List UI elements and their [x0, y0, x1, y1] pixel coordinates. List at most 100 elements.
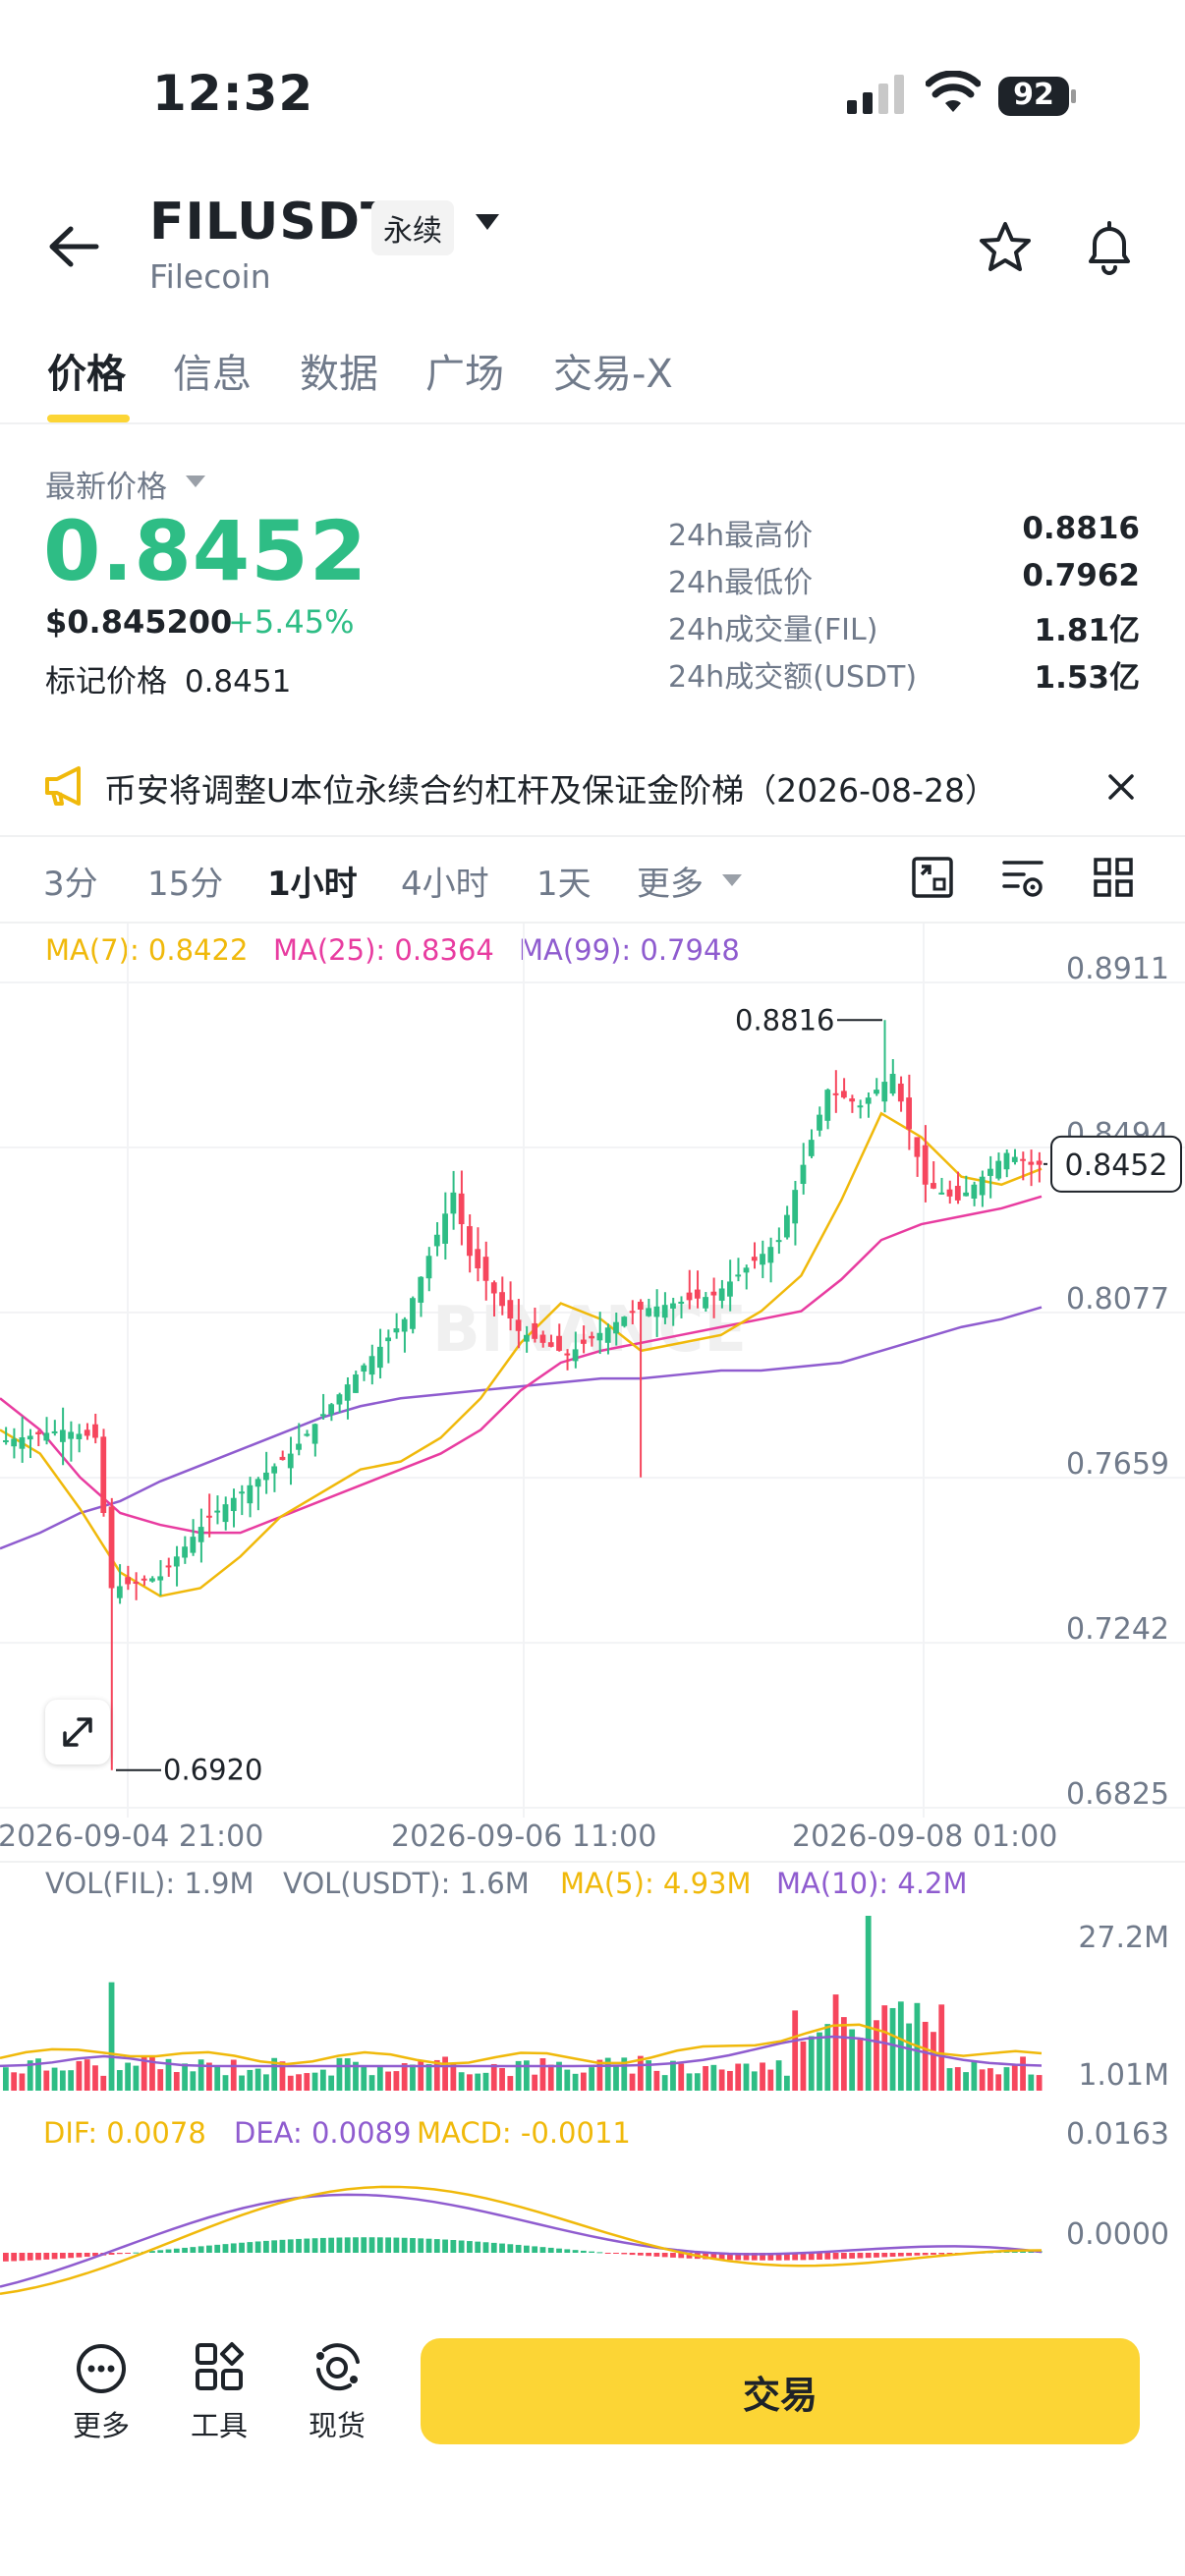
candle-body: [532, 1322, 538, 1339]
spot-label[interactable]: 现货: [309, 2409, 367, 2442]
candle-body: [589, 1335, 595, 1339]
interval-4h[interactable]: 4小时: [401, 865, 489, 904]
volume-bar: [3, 2067, 9, 2091]
volume-bar: [661, 2075, 668, 2091]
macd-bar: [467, 2241, 473, 2253]
grid-layout-icon[interactable]: [1091, 855, 1136, 900]
close-icon[interactable]: [1106, 772, 1136, 802]
volume-bar: [141, 2056, 147, 2091]
candlestick-chart[interactable]: BINANCE 0.89110.84940.80770.76590.72420.…: [0, 924, 1185, 1847]
candle-body: [889, 1074, 896, 1094]
macd-bar: [51, 2253, 58, 2260]
volume-bar: [100, 2075, 107, 2091]
macd-bar: [1003, 2251, 1010, 2253]
candle-body: [450, 1192, 457, 1214]
macd-bar: [767, 2253, 774, 2261]
candle-body: [385, 1337, 391, 1342]
candle-body: [988, 1168, 993, 1176]
volume-bar: [467, 2074, 473, 2091]
x-tick-1: 2026-09-04 21:00: [0, 1820, 264, 1854]
volume-bar: [59, 2070, 66, 2091]
interval-15m[interactable]: 15分: [147, 865, 224, 904]
candle-body: [499, 1292, 505, 1307]
interval-more-caret-icon[interactable]: [721, 872, 743, 888]
tab-square[interactable]: 广场: [425, 352, 504, 397]
candle-body: [621, 1316, 628, 1326]
volume-bar: [995, 2074, 1002, 2091]
vol-ma10-line: [0, 2035, 1043, 2068]
more-icon[interactable]: [75, 2342, 128, 2395]
candle-body: [182, 1546, 188, 1558]
interval-1d[interactable]: 1天: [536, 865, 592, 904]
volume-bar: [206, 2062, 212, 2091]
candle-body: [971, 1184, 978, 1199]
tab-price[interactable]: 价格: [47, 352, 126, 397]
interval-3m[interactable]: 3分: [43, 865, 98, 904]
volume-bar: [222, 2075, 229, 2091]
macd-bar: [547, 2247, 554, 2253]
candle-body: [59, 1429, 66, 1442]
macd-bar: [116, 2253, 123, 2255]
macd-bar: [727, 2253, 733, 2261]
tools-label[interactable]: 工具: [191, 2409, 249, 2442]
macd-bar: [922, 2253, 929, 2256]
candle-body: [458, 1193, 465, 1225]
candle-body: [490, 1282, 497, 1294]
volume-bar: [254, 2068, 261, 2091]
macd-y-tick-max: 0.0163: [1066, 2117, 1169, 2152]
tab-data[interactable]: 数据: [300, 352, 378, 397]
candle-body: [539, 1334, 546, 1343]
volume-bar: [865, 1916, 872, 2091]
alert-bell-icon[interactable]: [1081, 218, 1138, 277]
volume-bar: [596, 2059, 603, 2091]
tab-trade-x[interactable]: 交易-X: [553, 352, 673, 397]
latest-price-label[interactable]: 最新价格: [45, 470, 167, 505]
macd-bar: [499, 2243, 505, 2253]
favorite-star-icon[interactable]: [977, 220, 1034, 275]
macd-bar: [198, 2246, 204, 2253]
spot-icon[interactable]: [310, 2340, 364, 2393]
volume-chart[interactable]: 27.2M 1.01M: [0, 1906, 1185, 2102]
symbol-dropdown-caret-icon[interactable]: [474, 212, 501, 232]
more-label[interactable]: 更多: [73, 2409, 131, 2442]
candle-body: [141, 1578, 147, 1581]
announcement-text[interactable]: 币安将调整U本位永续合约杠杆及保证金阶梯（2026-08-28）: [104, 771, 997, 810]
volume-bar: [108, 1982, 115, 2091]
candle-body: [572, 1349, 579, 1362]
interval-more[interactable]: 更多: [637, 865, 704, 904]
fullscreen-button[interactable]: [45, 1700, 110, 1764]
volume-bar: [629, 2073, 636, 2091]
macd-y-tick-zero: 0.0000: [1066, 2217, 1169, 2252]
macd-chart[interactable]: 0.0163 0.0000: [0, 2102, 1185, 2305]
candle-body: [125, 1577, 131, 1585]
candle-body: [368, 1356, 375, 1375]
indicator-settings-icon[interactable]: [1000, 855, 1045, 900]
tools-icon[interactable]: [193, 2340, 246, 2393]
candle-body: [767, 1247, 774, 1263]
price-type-caret-icon[interactable]: [185, 474, 206, 489]
macd-bar: [524, 2245, 530, 2253]
macd-bar: [589, 2251, 595, 2253]
macd-bar: [165, 2249, 172, 2253]
symbol-title[interactable]: FILUSDT: [149, 193, 397, 252]
macd-bar: [686, 2253, 693, 2259]
chart-settings-icon[interactable]: [910, 855, 955, 900]
candle-body: [92, 1424, 98, 1438]
volume-bar: [51, 2067, 58, 2091]
candle-body: [1020, 1158, 1026, 1161]
volume-bar: [840, 2017, 847, 2091]
candle-body: [214, 1510, 221, 1513]
tab-info[interactable]: 信息: [173, 352, 252, 397]
volume-bar: [76, 2060, 83, 2091]
volume-bar: [230, 2059, 237, 2091]
coin-name: Filecoin: [149, 257, 271, 296]
vol-y-tick-max: 27.2M: [1078, 1921, 1169, 1955]
macd-bar: [149, 2251, 155, 2253]
candle-body: [418, 1276, 424, 1303]
back-arrow-icon[interactable]: [47, 224, 100, 269]
macd-bar: [376, 2237, 383, 2253]
trade-button[interactable]: 交易: [421, 2338, 1140, 2444]
volume-bar: [393, 2071, 400, 2091]
interval-1h[interactable]: 1小时: [267, 865, 358, 904]
macd-bar: [637, 2253, 644, 2256]
